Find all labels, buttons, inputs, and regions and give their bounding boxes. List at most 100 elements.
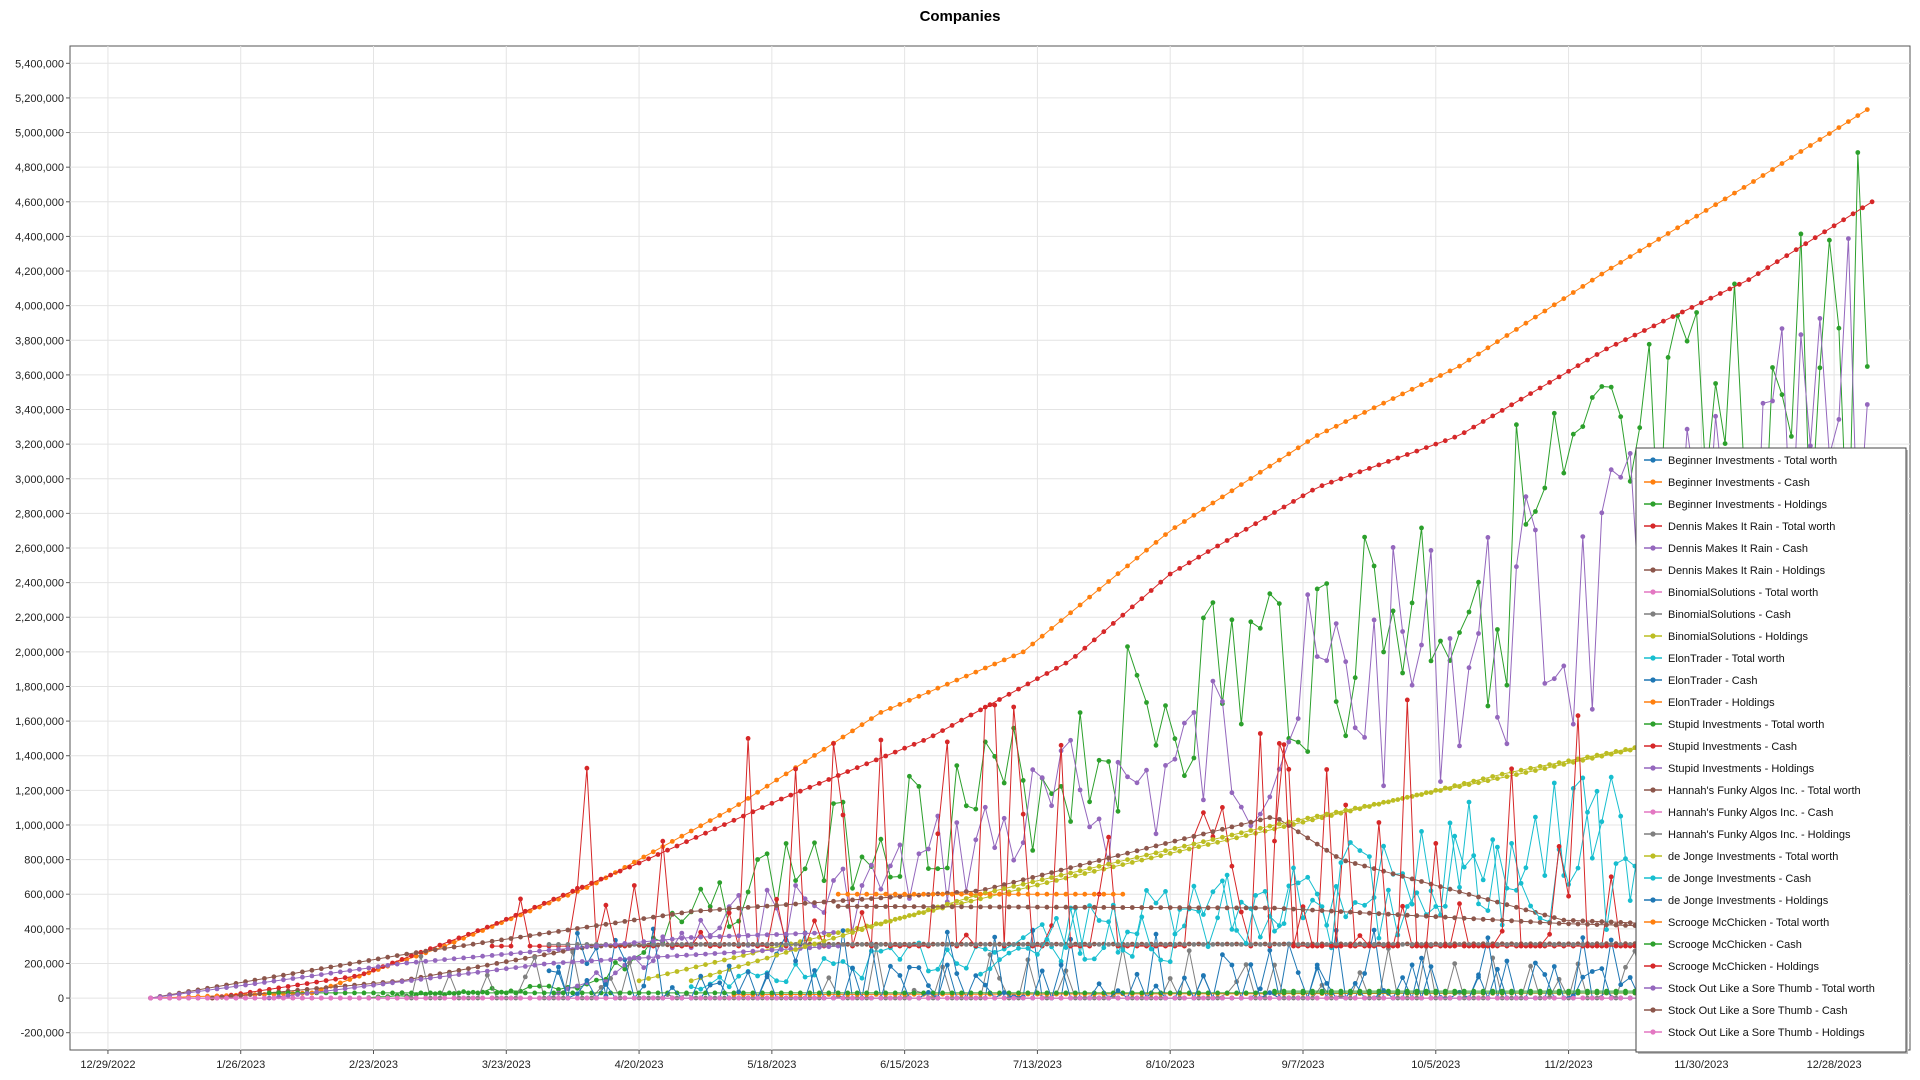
data-point <box>1357 910 1363 916</box>
data-point <box>1006 891 1012 897</box>
data-point <box>840 933 846 938</box>
data-point <box>1115 759 1121 765</box>
data-point <box>1144 852 1149 858</box>
data-point <box>674 953 680 959</box>
data-point <box>831 898 836 904</box>
data-point <box>1613 943 1619 949</box>
data-point <box>556 995 561 1001</box>
data-point <box>1210 600 1216 605</box>
data-point <box>907 942 912 947</box>
data-point <box>930 891 936 897</box>
data-point <box>1267 815 1273 820</box>
data-point <box>1324 847 1330 853</box>
data-point <box>1509 988 1514 994</box>
data-point <box>1319 943 1325 949</box>
data-point <box>1414 988 1420 994</box>
data-point <box>451 944 457 950</box>
data-point <box>522 955 528 961</box>
data-point <box>546 995 552 1001</box>
data-point <box>1864 364 1870 369</box>
data-point <box>1518 767 1524 773</box>
data-point <box>1238 909 1244 915</box>
data-point <box>413 992 419 998</box>
data-point <box>1153 742 1159 748</box>
data-point <box>375 964 381 970</box>
data-point <box>892 891 898 897</box>
data-point <box>560 892 566 898</box>
data-point <box>532 990 538 996</box>
data-point <box>1495 899 1500 905</box>
data-point <box>399 990 405 996</box>
data-point <box>679 910 685 916</box>
x-tick-label: 3/23/2023 <box>482 1059 531 1071</box>
data-point <box>295 982 300 988</box>
data-point <box>1381 995 1386 1001</box>
data-point <box>470 954 476 960</box>
data-point <box>717 813 723 818</box>
data-point <box>783 950 789 955</box>
data-point <box>1589 855 1595 861</box>
data-point <box>1063 990 1069 996</box>
data-point <box>503 966 509 972</box>
data-point <box>1243 962 1249 967</box>
data-point <box>745 995 751 1001</box>
data-point <box>1338 943 1344 949</box>
data-point <box>883 990 889 996</box>
x-tick-label: 4/20/2023 <box>615 1059 664 1071</box>
data-point <box>1466 782 1472 787</box>
data-point <box>1205 549 1211 554</box>
data-point <box>1020 778 1026 783</box>
data-point <box>1390 545 1396 550</box>
data-point <box>1305 815 1311 821</box>
data-point <box>1077 602 1083 608</box>
data-point <box>456 968 462 973</box>
data-point <box>1039 872 1045 878</box>
data-point <box>1485 345 1491 351</box>
data-point <box>954 971 960 976</box>
data-point <box>684 952 689 958</box>
data-point <box>793 883 798 888</box>
data-point <box>802 974 808 980</box>
data-point <box>992 950 998 955</box>
data-point <box>1499 928 1505 934</box>
data-point <box>1229 790 1235 796</box>
legend-item: de Jonge Investments - Holdings <box>1644 895 1829 907</box>
data-point <box>1300 907 1306 912</box>
data-point <box>736 802 742 807</box>
data-point <box>1001 886 1007 891</box>
data-point <box>1390 396 1396 401</box>
data-point <box>1324 811 1330 817</box>
data-point <box>1291 906 1296 912</box>
data-point <box>992 661 998 667</box>
data-point <box>1333 809 1339 815</box>
data-point <box>575 995 580 1001</box>
data-point <box>484 972 490 978</box>
data-point <box>1305 592 1311 598</box>
data-point <box>1314 995 1320 1001</box>
data-point <box>1646 242 1652 248</box>
data-point <box>1395 455 1401 461</box>
data-point <box>1371 801 1377 807</box>
data-point <box>1808 443 1813 449</box>
data-point <box>1442 943 1448 949</box>
data-point <box>636 955 642 961</box>
data-point <box>1665 231 1671 236</box>
data-point <box>323 985 329 991</box>
data-point <box>413 995 419 1001</box>
data-point <box>1471 916 1477 922</box>
legend-item: Stupid Investments - Cash <box>1644 741 1797 753</box>
data-point <box>532 955 538 960</box>
data-point <box>1495 714 1500 720</box>
data-point <box>1504 774 1510 779</box>
data-point <box>916 942 922 947</box>
data-point <box>1267 947 1273 953</box>
data-point <box>1163 848 1168 854</box>
data-point <box>1713 202 1718 208</box>
data-point <box>1623 964 1628 970</box>
data-point <box>774 903 779 908</box>
data-point <box>252 977 258 983</box>
data-point <box>693 990 699 996</box>
data-point <box>1210 678 1216 684</box>
data-point <box>176 991 182 997</box>
data-point <box>641 965 647 971</box>
